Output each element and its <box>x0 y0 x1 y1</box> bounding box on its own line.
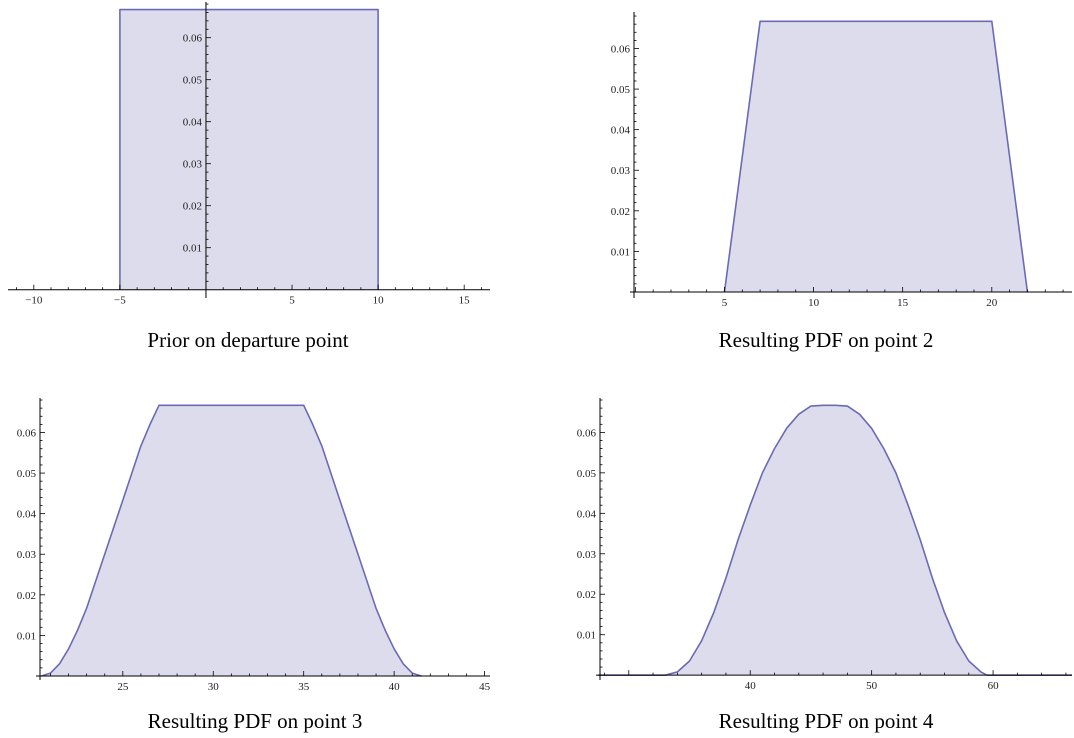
y-tick-label: 0.06 <box>17 427 37 439</box>
x-tick-label: 25 <box>117 681 129 693</box>
chart-pdf-point-4: 40 50 60 0.01 0.02 0.03 0.04 0.05 0.06 <box>577 398 1072 692</box>
series-line-0 <box>119 8 379 290</box>
x-tick-label: −10 <box>25 295 43 307</box>
area-fill-series-0 <box>724 21 1028 292</box>
y-tick-label: 0.01 <box>577 630 596 642</box>
y-tick-label: 0.02 <box>17 590 36 602</box>
y-tick-label: 0.04 <box>17 509 37 521</box>
series-line-0 <box>41 404 422 677</box>
x-tick-label: 10 <box>808 297 820 309</box>
y-tick-label: 0.04 <box>611 125 631 137</box>
caption-chart-4: Resulting PDF on point 4 <box>719 709 934 733</box>
x-tick-label: 5 <box>722 297 728 309</box>
y-tick-label: 0.02 <box>183 201 202 213</box>
y-tick-label: 0.05 <box>17 468 37 480</box>
y-tick-label: 0.05 <box>611 84 631 96</box>
x-tick-label: 10 <box>373 295 385 307</box>
area-fill-series-0 <box>598 405 1072 676</box>
y-tick-label: 0.06 <box>183 33 203 45</box>
y-tick-label: 0.05 <box>183 75 203 87</box>
x-tick-label: 50 <box>866 680 878 692</box>
caption-chart-1: Prior on departure point <box>147 328 348 352</box>
x-tick-label: 45 <box>479 681 491 693</box>
y-tick-label: 0.01 <box>183 243 202 255</box>
x-tick-label: 15 <box>897 297 909 309</box>
area-fill-series-0 <box>41 405 422 676</box>
caption-chart-3: Resulting PDF on point 3 <box>148 709 363 733</box>
y-tick-label: 0.05 <box>577 468 597 480</box>
y-tick-label: 0.02 <box>577 589 596 601</box>
x-tick-label: 15 <box>459 295 471 307</box>
x-tick-label: 35 <box>298 681 310 693</box>
y-tick-label: 0.03 <box>183 159 203 171</box>
chart-pdf-point-2: 5 10 15 20 0.01 0.02 0.03 0.04 0.05 0.06 <box>611 12 1072 309</box>
x-tick-label: 40 <box>389 681 401 693</box>
y-tick-label: 0.03 <box>577 549 597 561</box>
chart-pdf-point-3: 25 30 35 40 45 0.01 0.02 0.03 0.04 0.05 0.06 <box>17 398 491 693</box>
caption-chart-2: Resulting PDF on point 2 <box>719 328 934 352</box>
x-tick-label: −5 <box>114 295 126 307</box>
series-line-0 <box>723 20 1029 293</box>
y-tick-label: 0.03 <box>611 165 631 177</box>
x-tick-label: 5 <box>289 295 295 307</box>
x-tick-label: 40 <box>745 680 757 692</box>
y-tick-label: 0.06 <box>611 44 631 56</box>
series-line-0 <box>598 404 1072 677</box>
y-tick-label: 0.02 <box>611 206 630 218</box>
x-tick-label: 60 <box>988 680 1000 692</box>
y-tick-label: 0.01 <box>17 630 36 642</box>
y-tick-label: 0.04 <box>577 508 597 520</box>
y-tick-label: 0.03 <box>17 549 37 561</box>
y-tick-label: 0.01 <box>611 246 630 258</box>
chart-prior-departure: −10 −5 5 10 15 0.01 0.02 0.03 0.04 0.05 0.06 <box>8 2 490 307</box>
x-tick-label: 30 <box>208 681 220 693</box>
y-tick-label: 0.06 <box>577 427 597 439</box>
y-tick-label: 0.04 <box>183 117 203 129</box>
area-fill-series-0 <box>119 9 379 290</box>
x-tick-label: 20 <box>986 297 998 309</box>
